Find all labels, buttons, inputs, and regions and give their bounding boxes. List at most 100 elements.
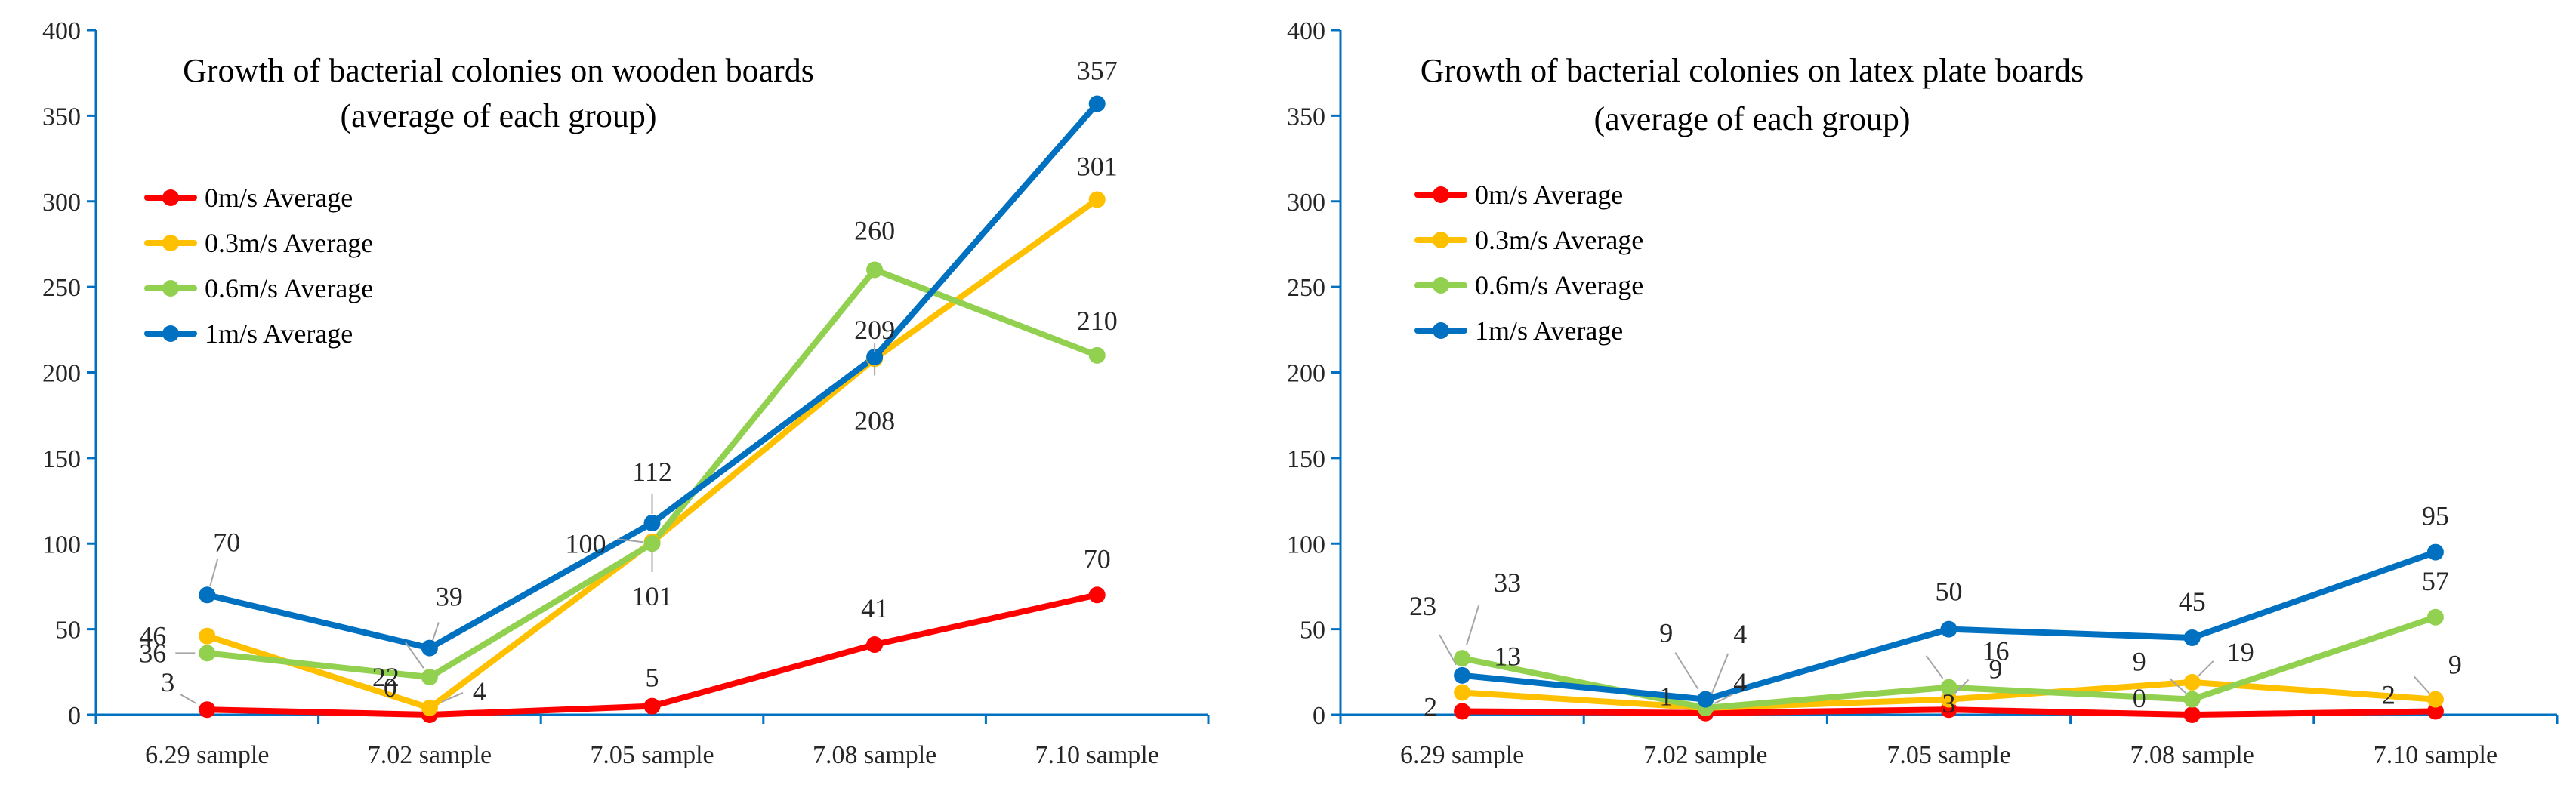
label-leader-line (1439, 634, 1457, 666)
legend-swatch-marker (162, 280, 179, 297)
legend-label: 0m/s Average (1475, 180, 1623, 210)
chart-title: Growth of bacterial colonies on wooden b… (183, 52, 814, 89)
y-tick-label: 350 (42, 103, 81, 131)
data-label: 23 (1409, 591, 1436, 621)
data-point (1454, 650, 1471, 667)
label-leader-line (431, 622, 440, 641)
data-label: 101 (632, 581, 673, 611)
x-tick-label: 7.08 sample (2130, 741, 2254, 769)
y-tick-label: 0 (1313, 702, 1325, 730)
label-leader-line (441, 692, 464, 703)
data-point (2426, 608, 2444, 626)
x-tick-label: 7.08 sample (813, 741, 936, 769)
x-tick-label: 7.02 sample (368, 741, 492, 769)
data-label: 0 (384, 672, 397, 703)
chart-title: Growth of bacterial colonies on latex pl… (1421, 52, 2084, 89)
data-point (1940, 691, 1957, 708)
x-tick-label: 7.05 sample (1886, 741, 2010, 769)
legend-swatch-marker (162, 189, 179, 206)
data-label: 39 (436, 582, 463, 612)
label-leader-line (180, 694, 197, 705)
data-point (1088, 346, 1106, 364)
y-tick-label: 200 (1287, 360, 1325, 388)
data-point (2183, 673, 2201, 691)
label-leader-line (2197, 660, 2214, 677)
data-label: 3 (1942, 688, 1956, 719)
label-leader-line (1711, 653, 1729, 695)
y-tick-label: 200 (42, 360, 81, 388)
x-tick-label: 6.29 sample (145, 741, 269, 769)
data-label: 95 (2422, 501, 2449, 531)
label-leader-line (209, 559, 219, 586)
data-label: 16 (1982, 636, 2010, 666)
data-label: 208 (854, 405, 895, 435)
series-line (204, 592, 1100, 718)
data-point (2183, 691, 2201, 708)
data-point (1454, 666, 1471, 684)
data-label: 112 (632, 457, 672, 487)
data-point (199, 627, 216, 645)
data-point (866, 636, 884, 654)
data-label: 209 (854, 315, 895, 345)
label-leader-line (1954, 679, 1970, 694)
y-tick-label: 300 (42, 189, 81, 217)
legend-swatch-marker (1433, 322, 1449, 339)
data-point (866, 261, 884, 279)
data-label: 70 (213, 527, 240, 557)
data-label: 1 (1659, 682, 1673, 712)
data-point (1088, 586, 1106, 604)
data-point (421, 639, 438, 657)
label-leader-line (2414, 676, 2430, 694)
legend-label: 1m/s Average (1475, 315, 1623, 346)
y-tick-label: 150 (42, 445, 81, 473)
data-point (2183, 629, 2201, 646)
label-leader-line (405, 642, 424, 669)
data-label: 22 (372, 662, 400, 692)
data-point (1454, 684, 1471, 701)
legend-label: 0.3m/s Average (1475, 225, 1643, 255)
data-point (1940, 620, 1957, 638)
y-tick-label: 150 (1287, 445, 1325, 473)
data-point (1697, 691, 1714, 708)
y-tick-label: 0 (68, 702, 81, 730)
data-label: 13 (1494, 642, 1521, 672)
data-point (643, 535, 661, 552)
data-label: 2 (1424, 691, 1437, 722)
data-label: 46 (139, 621, 166, 651)
data-point (199, 586, 216, 604)
data-point (2426, 691, 2444, 708)
data-label: 4 (1733, 667, 1747, 697)
data-label: 357 (1077, 56, 1118, 86)
legend-swatch-marker (162, 325, 179, 342)
label-leader-line (1714, 694, 1733, 704)
x-tick-label: 7.05 sample (590, 741, 714, 769)
chart-subtitle: (average of each group) (1594, 100, 1911, 137)
data-point (1088, 95, 1106, 112)
legend-label: 0.6m/s Average (205, 273, 373, 303)
y-tick-label: 400 (42, 17, 81, 45)
data-point (421, 699, 438, 716)
data-point (643, 697, 661, 715)
data-point (866, 349, 884, 366)
label-leader-line (617, 538, 643, 543)
data-point (421, 669, 438, 686)
y-tick-label: 250 (1287, 274, 1325, 302)
data-label: 36 (139, 638, 166, 668)
data-label: 100 (566, 528, 606, 559)
x-tick-label: 7.02 sample (1643, 741, 1767, 769)
x-tick-label: 7.10 sample (2374, 741, 2497, 769)
y-tick-label: 300 (1287, 189, 1325, 217)
data-point (1940, 679, 1957, 696)
legend-swatch-marker (1433, 277, 1449, 294)
data-label: 41 (861, 593, 888, 623)
y-tick-label: 350 (1287, 103, 1325, 131)
legend-label: 0.3m/s Average (205, 228, 373, 258)
data-label: 9 (1659, 618, 1673, 648)
data-label: 0 (2133, 683, 2146, 713)
data-label: 57 (2422, 566, 2449, 596)
data-point (1454, 703, 1471, 720)
data-label: 5 (646, 663, 659, 693)
label-leader-line (1674, 652, 1699, 690)
legend-swatch-marker (1433, 232, 1449, 248)
data-label: 2 (2382, 679, 2396, 709)
